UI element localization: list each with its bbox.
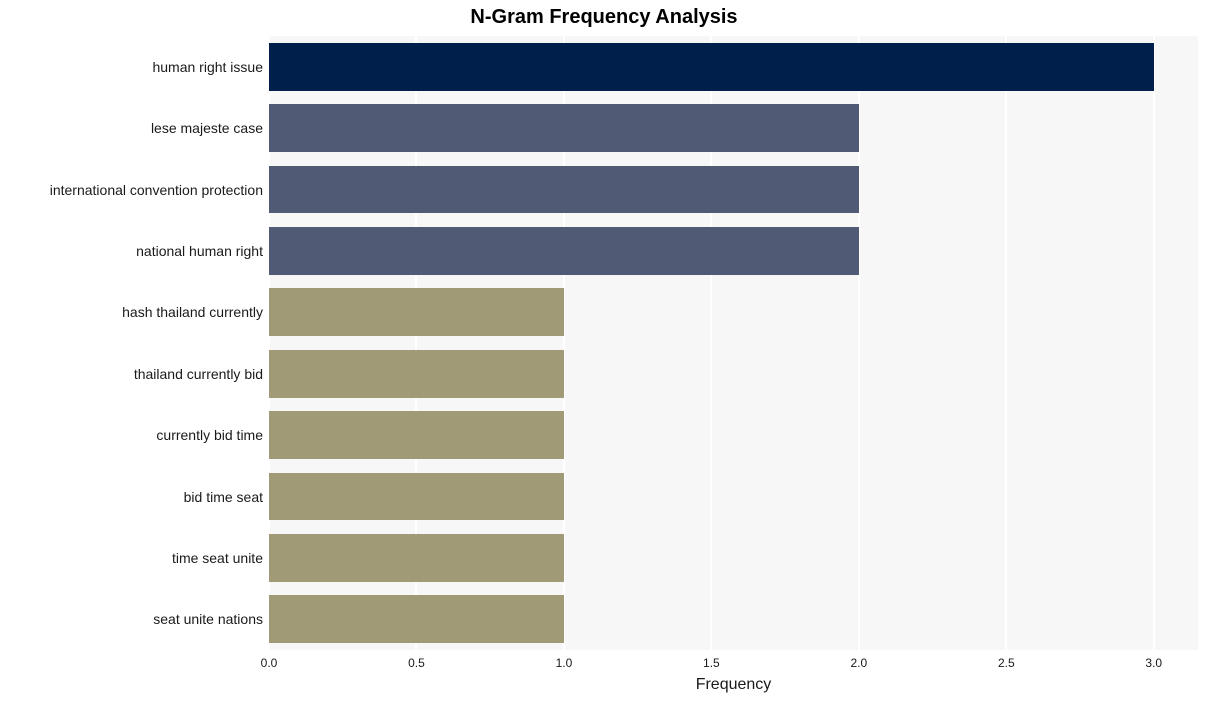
y-tick-label: thailand currently bid — [134, 366, 263, 382]
bar — [269, 104, 859, 152]
x-tick-label: 2.0 — [850, 656, 867, 670]
y-tick-label: national human right — [136, 243, 263, 259]
bar — [269, 166, 859, 214]
grid-line — [1005, 36, 1007, 650]
y-tick-label: human right issue — [152, 59, 263, 75]
bar — [269, 350, 564, 398]
bar — [269, 43, 1154, 91]
bar — [269, 227, 859, 275]
x-tick-label: 1.0 — [556, 656, 573, 670]
y-tick-label: lese majeste case — [151, 120, 263, 136]
plot-area — [269, 36, 1198, 650]
x-tick-label: 0.0 — [261, 656, 278, 670]
bar — [269, 288, 564, 336]
y-tick-label: currently bid time — [156, 427, 263, 443]
y-tick-label: time seat unite — [172, 550, 263, 566]
grid-line — [1153, 36, 1155, 650]
x-tick-label: 1.5 — [703, 656, 720, 670]
x-axis-label: Frequency — [696, 676, 772, 694]
x-tick-label: 0.5 — [408, 656, 425, 670]
bar — [269, 534, 564, 582]
x-tick-label: 3.0 — [1145, 656, 1162, 670]
bar — [269, 411, 564, 459]
bar — [269, 473, 564, 521]
y-tick-label: seat unite nations — [153, 611, 263, 627]
chart-title: N-Gram Frequency Analysis — [0, 6, 1208, 29]
y-tick-label: hash thailand currently — [122, 304, 263, 320]
ngram-frequency-chart: N-Gram Frequency Analysis Frequency 0.0 0… — [0, 0, 1208, 701]
y-tick-label: bid time seat — [184, 489, 263, 505]
y-tick-label: international convention protection — [50, 182, 263, 198]
bar — [269, 595, 564, 643]
x-tick-label: 2.5 — [998, 656, 1015, 670]
